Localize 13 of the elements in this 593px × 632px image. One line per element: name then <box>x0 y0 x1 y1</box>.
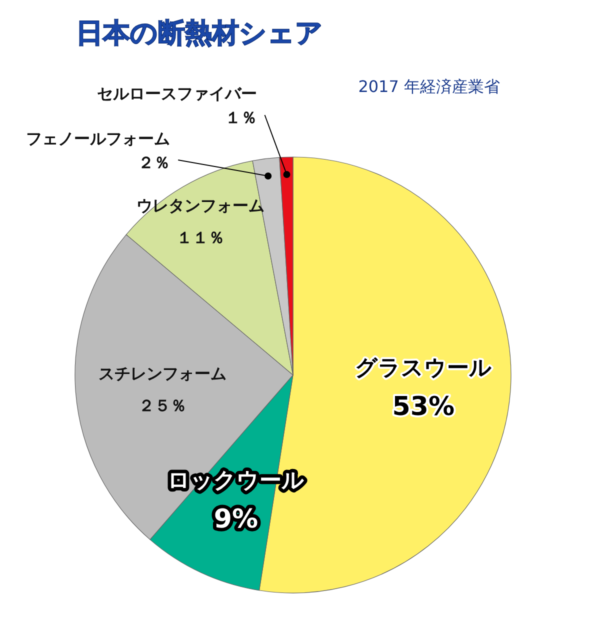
slice-label: スチレンフォーム <box>98 364 227 384</box>
slice-label: セルロースファイバー <box>96 84 257 103</box>
slice-label: フェノールフォーム <box>26 129 170 148</box>
chart-title: 日本の断熱材シェア <box>76 18 323 49</box>
text: 2017 年経済産業省 <box>358 77 500 96</box>
data-label: ２％ <box>138 153 170 172</box>
data-label: 9% <box>214 504 258 535</box>
slice-label: グラスウール <box>354 356 492 382</box>
data-label: ２５％ <box>138 396 187 416</box>
data-label: 53% <box>392 392 455 422</box>
data-label: １％ <box>224 108 257 127</box>
data-label: １１％ <box>176 228 225 247</box>
slice-label: ウレタンフォーム <box>136 196 265 215</box>
